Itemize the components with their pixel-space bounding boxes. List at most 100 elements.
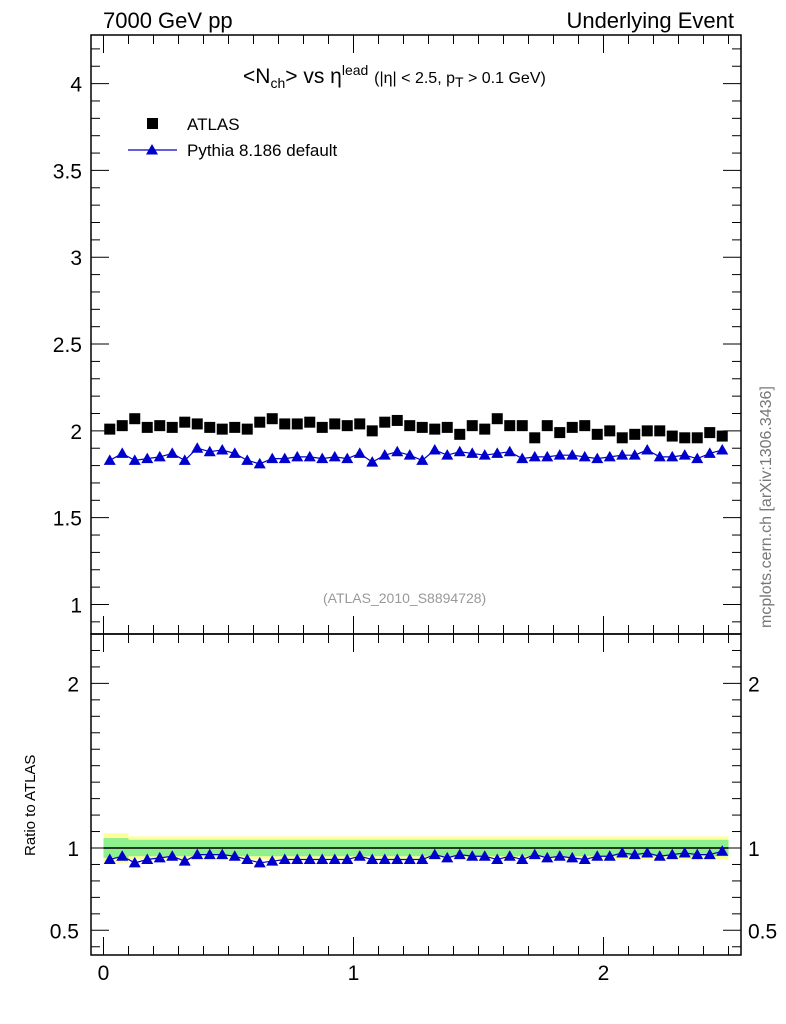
pythia-data-point bbox=[591, 452, 604, 464]
atlas-data-point bbox=[479, 423, 491, 435]
ratio-y-tick-label: 2 bbox=[67, 673, 79, 696]
pythia-data-point bbox=[266, 452, 279, 464]
ratio-y-tick-label-right: 2 bbox=[748, 673, 760, 696]
ratio-pythia-point bbox=[178, 855, 191, 866]
ratio-pythia-point bbox=[578, 853, 591, 865]
ratio-pythia-point bbox=[653, 850, 666, 861]
y-tick-label: 2 bbox=[70, 421, 82, 444]
pythia-data-point bbox=[191, 442, 204, 453]
pythia-data-point bbox=[553, 449, 566, 460]
ratio-pythia-point bbox=[303, 853, 316, 865]
ratio-pythia-point bbox=[416, 853, 429, 865]
atlas-data-point bbox=[191, 418, 203, 430]
pythia-data-point bbox=[441, 449, 454, 460]
pythia-data-point bbox=[216, 443, 229, 455]
ratio-pythia-point bbox=[353, 850, 366, 861]
pythia-data-point bbox=[491, 447, 504, 458]
y-tick-label: 1.5 bbox=[53, 508, 82, 531]
ratio-pythia-point bbox=[291, 853, 304, 865]
pythia-data-point bbox=[503, 445, 516, 457]
ratio-pythia-point bbox=[228, 850, 241, 861]
ratio-y-tick-label-right: 1 bbox=[748, 838, 760, 861]
y-tick-label: 2.5 bbox=[53, 334, 82, 357]
pythia-data-point bbox=[366, 456, 379, 467]
pythia-data-point bbox=[403, 449, 416, 460]
ratio-pythia-point bbox=[153, 851, 166, 863]
pythia-data-point bbox=[466, 447, 479, 458]
ratio-pythia-point bbox=[516, 853, 529, 865]
legend-pythia-marker bbox=[146, 144, 158, 155]
ratio-pythia-point bbox=[141, 853, 154, 865]
ratio-pythia-point bbox=[253, 856, 266, 868]
pythia-data-point bbox=[541, 450, 554, 462]
x-tick-label: 0 bbox=[98, 962, 110, 985]
atlas-data-point bbox=[554, 427, 566, 439]
atlas-data-point bbox=[391, 414, 403, 426]
ratio-pythia-point bbox=[666, 848, 679, 860]
ratio-pythia-point bbox=[703, 848, 716, 860]
ratio-pythia-point bbox=[466, 850, 479, 861]
ratio-pythia-point bbox=[478, 850, 491, 861]
ratio-pythia-point bbox=[266, 855, 279, 866]
atlas-data-point bbox=[454, 428, 466, 440]
atlas-data-point bbox=[304, 416, 316, 428]
atlas-data-point bbox=[104, 423, 116, 435]
ratio-pythia-point bbox=[628, 848, 641, 860]
atlas-data-point bbox=[679, 432, 691, 444]
atlas-data-point bbox=[229, 421, 241, 433]
pythia-data-point bbox=[116, 447, 129, 458]
pythia-data-point bbox=[603, 450, 616, 462]
pythia-data-point bbox=[416, 454, 429, 465]
ratio-pythia-point bbox=[541, 851, 554, 863]
atlas-data-point bbox=[641, 425, 653, 437]
pythia-data-point bbox=[428, 443, 441, 455]
atlas-data-point bbox=[154, 420, 166, 432]
pythia-data-point bbox=[378, 449, 391, 460]
pythia-data-point bbox=[203, 445, 216, 457]
ratio-pythia-point bbox=[716, 845, 729, 856]
pythia-data-point bbox=[453, 445, 466, 457]
ratio-pythia-point bbox=[528, 848, 541, 860]
atlas-data-point bbox=[579, 420, 591, 432]
atlas-data-point bbox=[166, 421, 178, 433]
atlas-data-point bbox=[666, 430, 678, 442]
atlas-data-point bbox=[266, 413, 278, 425]
atlas-data-point bbox=[291, 418, 303, 430]
atlas-data-point bbox=[491, 413, 503, 425]
atlas-data-point bbox=[341, 420, 353, 432]
atlas-data-point bbox=[329, 418, 341, 430]
ratio-pythia-point bbox=[216, 848, 229, 860]
ratio-pythia-point bbox=[503, 850, 516, 861]
atlas-data-point bbox=[404, 420, 416, 432]
ratio-y-tick-label: 0.5 bbox=[50, 920, 79, 943]
atlas-data-point bbox=[704, 427, 716, 439]
ratio-y-tick-label: 1 bbox=[67, 838, 79, 861]
ratio-pythia-point bbox=[316, 853, 329, 865]
atlas-data-point bbox=[279, 418, 291, 430]
pythia-data-point bbox=[678, 449, 691, 460]
pythia-data-point bbox=[653, 450, 666, 462]
pythia-data-point bbox=[353, 447, 366, 458]
atlas-data-point bbox=[204, 421, 216, 433]
pythia-data-point bbox=[278, 452, 291, 464]
ratio-pythia-point bbox=[341, 853, 354, 865]
main-plot-frame bbox=[90, 34, 742, 635]
atlas-data-point bbox=[616, 432, 628, 444]
header-energy-label: 7000 GeV pp bbox=[103, 8, 233, 33]
pythia-data-point bbox=[716, 443, 729, 455]
pythia-data-point bbox=[691, 452, 704, 464]
ratio-pythia-point bbox=[441, 851, 454, 863]
ratio-pythia-point bbox=[603, 850, 616, 861]
ratio-pythia-point bbox=[641, 846, 654, 858]
pythia-data-point bbox=[128, 454, 141, 465]
atlas-data-point bbox=[141, 421, 153, 433]
atlas-data-point bbox=[529, 432, 541, 444]
atlas-data-point bbox=[366, 425, 378, 437]
ratio-pythia-point bbox=[428, 848, 441, 860]
ratio-pythia-point bbox=[166, 850, 179, 861]
pythia-data-point bbox=[341, 452, 354, 464]
ratio-pythia-point bbox=[116, 850, 129, 861]
atlas-data-point bbox=[116, 420, 128, 432]
atlas-data-point bbox=[691, 432, 703, 444]
